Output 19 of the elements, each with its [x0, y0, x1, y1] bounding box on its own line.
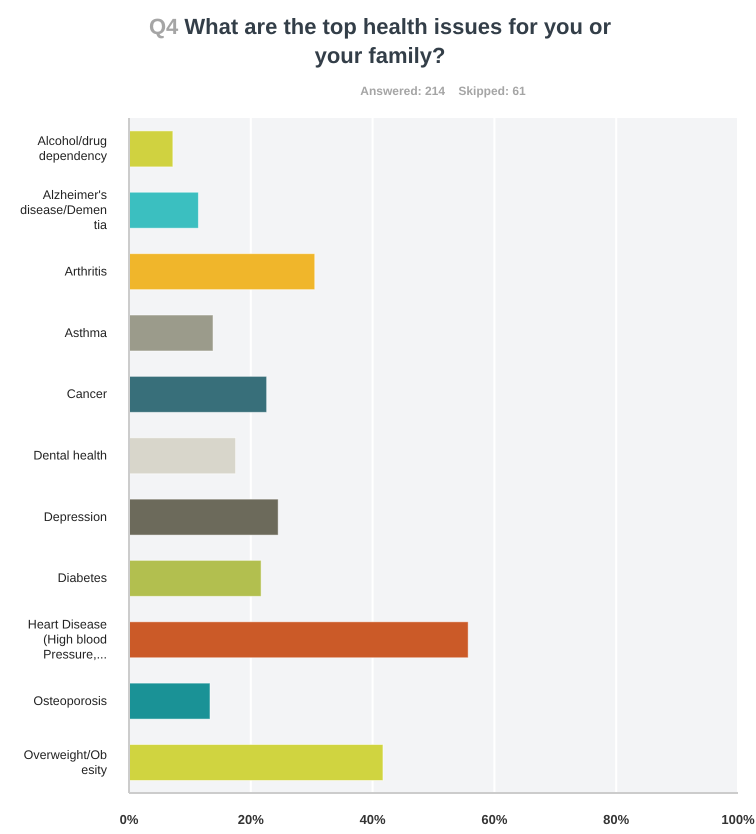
x-tick-label: 40% — [360, 812, 386, 828]
y-tick-label: Arthritis — [64, 264, 107, 278]
y-tick-label: Alzheimer's disease/Dementia — [20, 188, 108, 232]
x-tick-label: 0% — [120, 812, 139, 828]
y-tick-label: Osteoporosis — [33, 694, 107, 708]
y-tick-label: Overweight/Obesity — [24, 748, 108, 777]
y-tick-label: Diabetes — [58, 571, 107, 586]
x-tick-label: 60% — [481, 812, 508, 828]
chart-title: Q4 What are the top health issues for you or your family? — [148, 14, 612, 68]
x-tick-label: 20% — [238, 812, 264, 828]
y-tick-label: Alcohol/drug dependency — [38, 134, 108, 164]
y-tick-label: Depression — [44, 510, 108, 524]
y-tick-label: Asthma — [64, 326, 108, 340]
x-tick-label: 80% — [603, 812, 630, 828]
x-tick-label: 100% — [721, 812, 756, 828]
y-tick-label: Heart Disease (High blood Pressure,... — [28, 618, 108, 662]
y-tick-label: Dental health — [33, 448, 108, 462]
chart-subtitle: Answered: 214 Skipped: 61 — [359, 84, 527, 98]
y-tick-label: Cancer — [66, 387, 107, 402]
